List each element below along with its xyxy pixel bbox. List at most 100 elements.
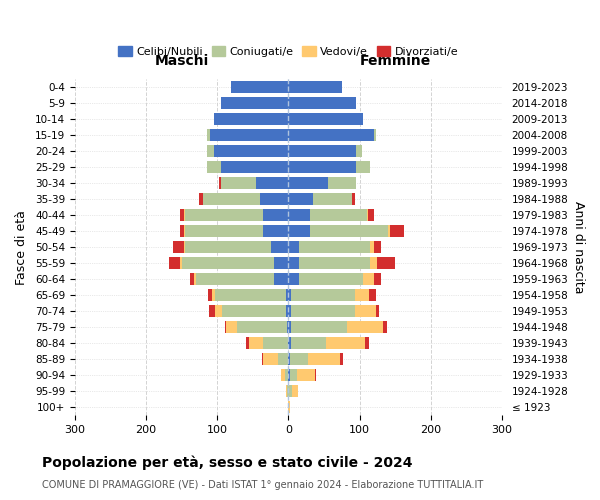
Bar (206, 146, 214, 158)
Bar (313, 194, 352, 205)
Bar (289, 338, 290, 349)
Bar (369, 290, 376, 302)
Bar (221, 162, 289, 173)
Bar (286, 386, 287, 398)
Bar (210, 130, 289, 141)
Bar (262, 354, 263, 366)
Bar (299, 242, 370, 254)
Bar (184, 210, 185, 222)
Bar (208, 290, 212, 302)
Bar (199, 194, 203, 205)
Bar (203, 194, 260, 205)
Bar (274, 258, 289, 270)
Bar (315, 370, 316, 382)
Bar (289, 290, 290, 302)
Bar (289, 98, 356, 110)
Bar (278, 354, 289, 366)
Bar (289, 354, 290, 366)
Bar (289, 370, 290, 382)
Bar (290, 306, 355, 318)
Bar (368, 210, 374, 222)
Bar (328, 178, 356, 190)
Bar (289, 178, 328, 190)
Text: Femmine: Femmine (359, 54, 431, 68)
Y-axis label: Fasce di età: Fasce di età (15, 210, 28, 285)
Text: COMUNE DI PRAMAGGIORE (VE) - Dati ISTAT 1° gennaio 2024 - Elaborazione TUTTITALI: COMUNE DI PRAMAGGIORE (VE) - Dati ISTAT … (42, 480, 483, 490)
Bar (299, 274, 363, 285)
Bar (221, 98, 289, 110)
Bar (214, 146, 289, 158)
Bar (249, 338, 263, 349)
Bar (185, 242, 271, 254)
Bar (352, 194, 355, 205)
Bar (355, 290, 369, 302)
Bar (347, 322, 383, 334)
Bar (299, 258, 370, 270)
Bar (355, 306, 376, 318)
Bar (245, 338, 249, 349)
Bar (289, 386, 292, 398)
Bar (289, 306, 290, 318)
Bar (290, 354, 308, 366)
Bar (376, 306, 379, 318)
Bar (356, 146, 362, 158)
Bar (370, 258, 377, 270)
Bar (289, 162, 356, 173)
Bar (289, 402, 290, 413)
Bar (221, 178, 256, 190)
Bar (388, 226, 390, 237)
Bar (285, 370, 289, 382)
Bar (289, 210, 310, 222)
Bar (290, 290, 355, 302)
Text: Maschi: Maschi (155, 54, 209, 68)
Bar (215, 290, 286, 302)
Bar (206, 130, 210, 141)
Bar (390, 226, 404, 237)
Bar (271, 242, 289, 254)
Bar (184, 226, 185, 237)
Bar (290, 322, 347, 334)
Bar (263, 354, 278, 366)
Bar (289, 322, 290, 334)
Bar (209, 306, 215, 318)
Bar (308, 354, 340, 366)
Bar (377, 258, 395, 270)
Bar (286, 306, 289, 318)
Bar (169, 258, 179, 270)
Bar (340, 354, 343, 366)
Bar (281, 370, 285, 382)
Bar (232, 82, 289, 94)
Bar (290, 370, 297, 382)
Bar (326, 338, 365, 349)
Bar (287, 322, 289, 334)
Bar (212, 290, 215, 302)
Bar (226, 322, 237, 334)
Bar (180, 210, 184, 222)
Bar (289, 194, 313, 205)
Bar (194, 274, 196, 285)
Bar (286, 290, 289, 302)
Bar (289, 242, 299, 254)
Bar (222, 306, 286, 318)
Bar (374, 242, 381, 254)
Bar (290, 338, 326, 349)
Bar (383, 322, 386, 334)
Bar (289, 146, 356, 158)
Bar (310, 226, 388, 237)
Bar (215, 306, 222, 318)
Bar (218, 178, 221, 190)
Bar (263, 338, 289, 349)
Bar (274, 274, 289, 285)
Bar (289, 130, 374, 141)
Bar (185, 210, 263, 222)
Bar (256, 178, 289, 190)
Bar (179, 258, 182, 270)
Text: Popolazione per età, sesso e stato civile - 2024: Popolazione per età, sesso e stato civil… (42, 455, 413, 469)
Bar (180, 226, 184, 237)
Bar (289, 114, 363, 126)
Bar (367, 210, 368, 222)
Bar (182, 258, 274, 270)
Bar (190, 274, 194, 285)
Bar (297, 370, 315, 382)
Legend: Celibi/Nubili, Coniugati/e, Vedovi/e, Divorziati/e: Celibi/Nubili, Coniugati/e, Vedovi/e, Di… (114, 42, 463, 61)
